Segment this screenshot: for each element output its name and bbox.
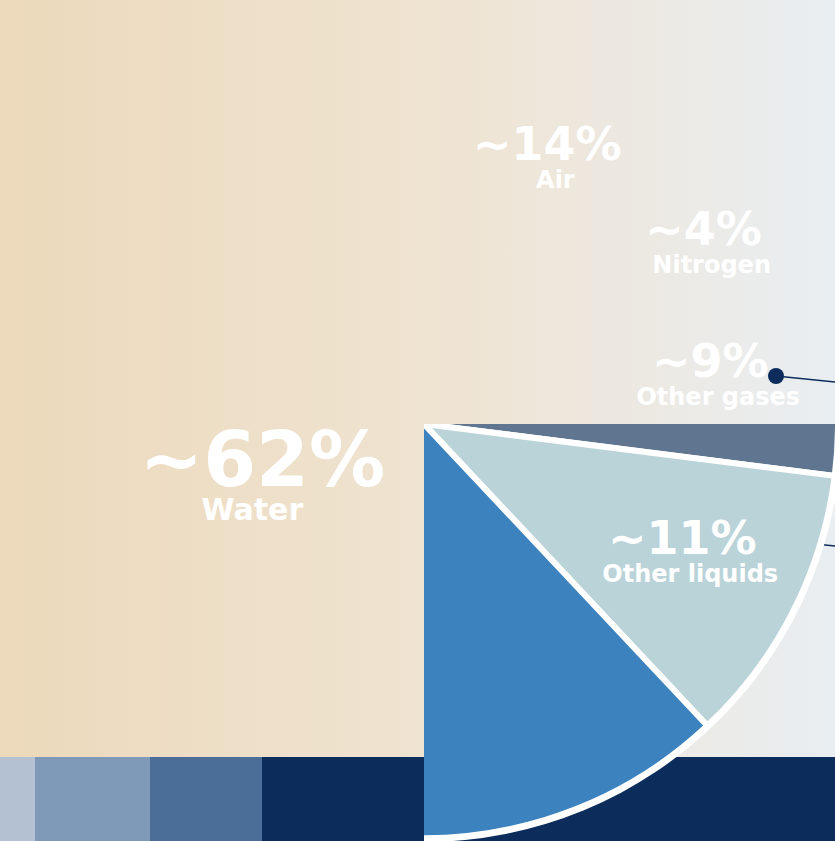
data-label: ~14% [473,117,622,171]
footer-strip [0,757,35,841]
slice-name: Water [201,492,303,527]
slice-name: Other gases [636,383,800,411]
data-label: ~62% [140,415,386,504]
footer-strip [150,757,262,841]
connector-line [776,376,835,382]
labels: ~14%Air ~4%Nitrogen ~9%Other gases ~11%Othe… [140,117,801,588]
data-label: ~11% [608,511,757,565]
pie-border [424,424,835,841]
slice-name: Nitrogen [652,251,771,279]
data-label: ~4% [645,202,762,256]
slice-name: Other liquids [602,560,778,588]
pie-slice [424,424,707,838]
pie [424,424,835,841]
background [0,0,835,841]
footer-strip [35,757,150,841]
connector-dot [768,368,784,384]
slice-name: Air [536,166,575,194]
data-label: ~9% [652,334,769,388]
chart: ~14%Air ~4%Nitrogen ~9%Other gases ~11%Othe… [0,0,835,841]
